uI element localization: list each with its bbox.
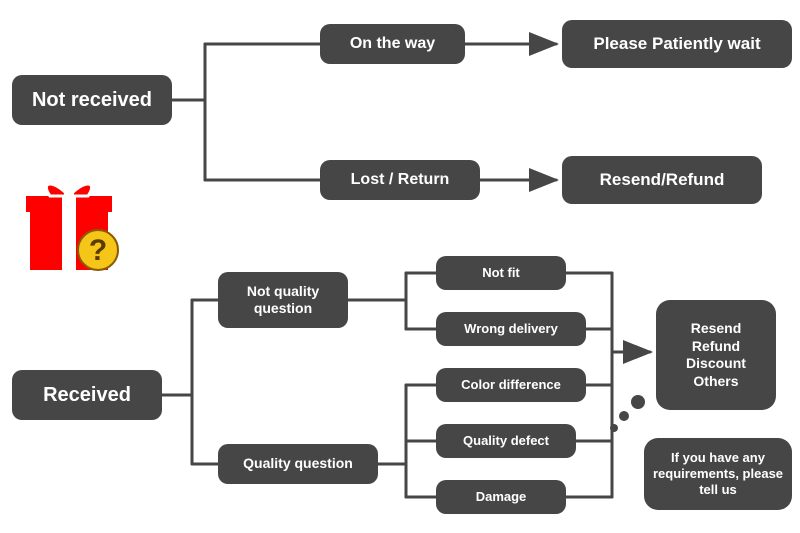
node-damage: Damage — [436, 480, 566, 514]
node-not-quality-question: Not quality question — [218, 272, 348, 328]
label: On the way — [350, 34, 435, 54]
label: Wrong delivery — [464, 321, 558, 337]
node-not-fit: Not fit — [436, 256, 566, 290]
node-received: Received — [12, 370, 162, 420]
flowchart-stage: ? Not received On the way Please Patient… — [0, 0, 800, 533]
label: Color difference — [461, 377, 561, 393]
label: Resend Refund Discount Others — [686, 320, 746, 390]
node-not-received: Not received — [12, 75, 172, 125]
node-please-wait: Please Patiently wait — [562, 20, 792, 68]
label: Not fit — [482, 265, 520, 281]
node-wrong-delivery: Wrong delivery — [436, 312, 586, 346]
label: Quality question — [243, 455, 353, 473]
label: Not received — [32, 88, 152, 113]
node-lost-return: Lost / Return — [320, 160, 480, 200]
label: Not quality question — [226, 283, 340, 318]
label: Damage — [476, 489, 527, 505]
label: Quality defect — [463, 433, 549, 449]
node-outcome-cloud: Resend Refund Discount Others — [656, 300, 776, 410]
gift-icon: ? — [22, 168, 122, 278]
node-quality-defect: Quality defect — [436, 424, 576, 458]
node-on-the-way: On the way — [320, 24, 465, 64]
label: If you have any requirements, please tel… — [652, 450, 784, 499]
node-quality-question: Quality question — [218, 444, 378, 484]
label: Received — [43, 383, 131, 408]
node-requirements: If you have any requirements, please tel… — [644, 438, 792, 510]
node-resend-refund: Resend/Refund — [562, 156, 762, 204]
label: Resend/Refund — [600, 169, 725, 190]
label: Lost / Return — [351, 170, 450, 190]
label: Please Patiently wait — [593, 33, 760, 54]
node-color-difference: Color difference — [436, 368, 586, 402]
svg-text:?: ? — [89, 234, 107, 267]
